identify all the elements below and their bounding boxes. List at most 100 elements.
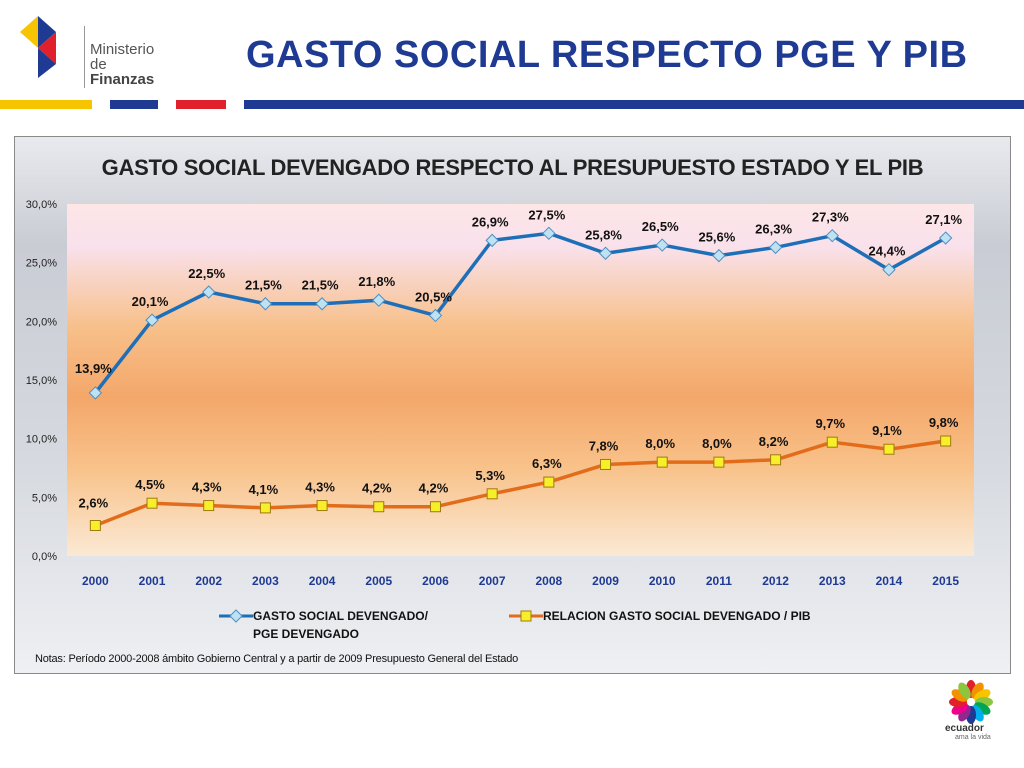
data-label: 27,3% bbox=[812, 210, 849, 225]
x-tick-label: 2004 bbox=[309, 574, 336, 588]
ecuador-brand: ecuador bbox=[945, 723, 984, 734]
legend-square-icon bbox=[509, 610, 543, 622]
series1-point bbox=[655, 238, 669, 252]
x-tick-label: 2000 bbox=[82, 574, 109, 588]
series2-point bbox=[486, 488, 498, 500]
legend-series2-line1: RELACION GASTO SOCIAL DEVENGADO / PIB bbox=[543, 609, 811, 623]
y-tick-label: 15,0% bbox=[26, 375, 57, 387]
x-tick-label: 2002 bbox=[195, 574, 222, 588]
data-label: 21,5% bbox=[245, 278, 282, 293]
logo-line2: de Finanzas bbox=[90, 56, 155, 88]
series2-point bbox=[883, 443, 895, 455]
data-label: 27,5% bbox=[528, 207, 565, 222]
logo-text: Ministerio de Finanzas bbox=[90, 42, 168, 87]
series-line-1 bbox=[93, 231, 947, 394]
page-title: GASTO SOCIAL RESPECTO PGE Y PIB bbox=[246, 34, 968, 76]
series2-point bbox=[940, 435, 952, 447]
x-tick-label: 2010 bbox=[649, 574, 676, 588]
data-label: 4,3% bbox=[305, 480, 335, 495]
data-label: 8,0% bbox=[645, 436, 675, 451]
data-label: 22,5% bbox=[188, 266, 225, 281]
chart-note: Notas: Período 2000-2008 ámbito Gobierno… bbox=[35, 653, 519, 665]
series2-point bbox=[89, 519, 101, 531]
series2-point bbox=[146, 497, 158, 509]
data-label: 9,7% bbox=[815, 416, 845, 431]
y-tick-label: 5,0% bbox=[32, 492, 57, 504]
series1-point bbox=[882, 262, 896, 277]
data-label: 13,9% bbox=[75, 361, 112, 376]
series1-point bbox=[712, 248, 726, 263]
y-tick-label: 0,0% bbox=[32, 551, 57, 563]
data-label: 9,8% bbox=[929, 415, 959, 430]
legend-item-series2: RELACION GASTO SOCIAL DEVENGADO / PIB bbox=[509, 607, 811, 625]
data-label: 4,3% bbox=[192, 480, 222, 495]
series-line-2 bbox=[94, 439, 946, 528]
series1-point bbox=[825, 228, 839, 243]
series1-point bbox=[258, 297, 273, 311]
series2-point bbox=[826, 436, 838, 448]
legend-series1-line1: GASTO SOCIAL DEVENGADO/ bbox=[253, 609, 428, 623]
series1-point bbox=[768, 240, 783, 255]
data-label: 26,9% bbox=[472, 214, 509, 229]
y-tick-label: 30,0% bbox=[26, 199, 57, 211]
series2-point bbox=[373, 501, 385, 513]
stripe-red bbox=[176, 100, 226, 109]
stripe-yellow bbox=[0, 100, 92, 109]
data-label: 21,8% bbox=[358, 274, 395, 289]
y-tick-label: 25,0% bbox=[26, 258, 57, 270]
series2-point bbox=[770, 454, 782, 466]
data-label: 8,0% bbox=[702, 436, 732, 451]
series2-point bbox=[316, 500, 328, 512]
series2-point bbox=[656, 456, 668, 468]
series2-point bbox=[429, 501, 441, 513]
chart-title: GASTO SOCIAL DEVENGADO RESPECTO AL PRESU… bbox=[101, 155, 924, 180]
ecuador-tagline: ama la vida bbox=[955, 734, 991, 741]
data-label: 25,6% bbox=[698, 230, 735, 245]
series1-point bbox=[315, 297, 329, 311]
series1-point bbox=[372, 293, 386, 307]
x-tick-label: 2007 bbox=[479, 574, 506, 588]
legend-diamond-icon bbox=[219, 609, 253, 623]
data-label: 26,3% bbox=[755, 221, 792, 236]
chart-frame: GASTO SOCIAL DEVENGADO RESPECTO AL PRESU… bbox=[14, 136, 1011, 674]
series1-point bbox=[145, 313, 159, 327]
series2-point bbox=[259, 502, 271, 514]
plot-area bbox=[67, 204, 974, 556]
data-label: 24,4% bbox=[869, 244, 906, 259]
x-tick-label: 2001 bbox=[139, 574, 166, 588]
data-label: 2,6% bbox=[79, 495, 109, 510]
series2-point bbox=[713, 456, 725, 468]
chart-plot: 0,0% 5,0% 10,0% 15,0% 20,0% 25,0% 30,0% 2000 20… bbox=[26, 199, 974, 588]
flower-petal bbox=[958, 682, 971, 699]
x-tick-label: 2009 bbox=[592, 574, 619, 588]
series1-point bbox=[202, 285, 216, 299]
data-label: 27,1% bbox=[925, 212, 962, 227]
series2-point bbox=[543, 476, 555, 488]
legend-item-series1: GASTO SOCIAL DEVENGADO/ PGE DEVENGADO bbox=[219, 607, 428, 643]
logo-divider bbox=[84, 26, 85, 88]
data-label: 25,8% bbox=[585, 227, 622, 242]
legend-series1-line2: PGE DEVENGADO bbox=[253, 627, 360, 641]
data-label: 21,5% bbox=[302, 278, 339, 293]
data-label: 8,2% bbox=[759, 434, 789, 449]
series1-point bbox=[542, 226, 556, 241]
y-tick-label: 20,0% bbox=[26, 316, 57, 328]
x-tick-label: 2013 bbox=[819, 574, 846, 588]
ministerio-logo-mark-icon bbox=[20, 16, 56, 78]
data-label: 4,5% bbox=[135, 477, 165, 492]
ecuador-flower-icon bbox=[949, 680, 993, 724]
chart-legend: GASTO SOCIAL DEVENGADO/ PGE DEVENGADO RE… bbox=[15, 607, 1010, 647]
data-label: 9,1% bbox=[872, 423, 902, 438]
series1-point bbox=[938, 231, 953, 245]
series2-point bbox=[203, 500, 215, 512]
data-label: 6,3% bbox=[532, 456, 562, 471]
stripe-blue-short bbox=[110, 100, 158, 109]
x-tick-label: 2006 bbox=[422, 574, 449, 588]
data-label: 5,3% bbox=[475, 468, 505, 483]
series2-point bbox=[600, 458, 612, 470]
data-label: 20,1% bbox=[132, 294, 169, 309]
data-label: 26,5% bbox=[642, 219, 679, 234]
logo-line1: Ministerio bbox=[90, 41, 155, 58]
data-label: 7,8% bbox=[589, 438, 619, 453]
data-label: 4,2% bbox=[419, 481, 449, 496]
